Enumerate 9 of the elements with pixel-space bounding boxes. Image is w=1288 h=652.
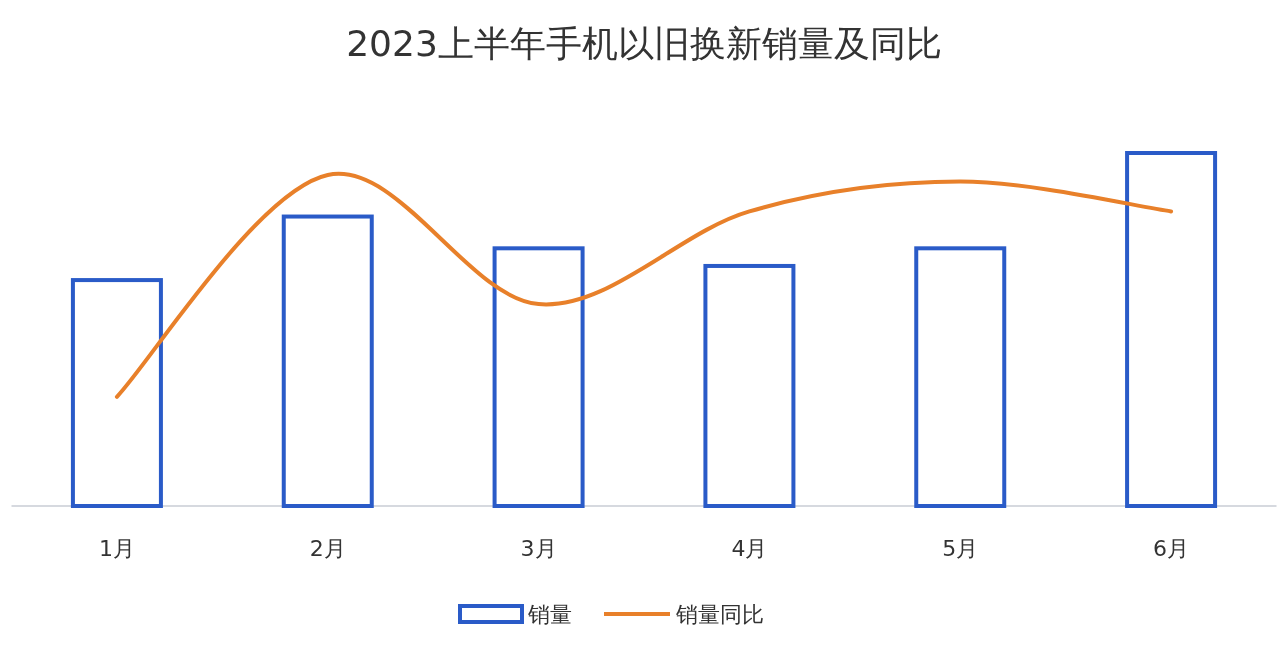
- x-tick-label: 1月: [98, 536, 135, 561]
- chart-title: 2023上半年手机以旧换新销量及同比: [346, 23, 942, 64]
- x-tick-label: 6月: [1153, 536, 1190, 561]
- x-tick-label: 3月: [520, 536, 557, 561]
- legend-label: 销量同比: [675, 602, 764, 627]
- legend-label: 销量: [527, 602, 572, 627]
- x-tick-label: 5月: [942, 536, 979, 561]
- x-tick-label: 4月: [731, 536, 768, 561]
- x-tick-label: 2月: [309, 536, 346, 561]
